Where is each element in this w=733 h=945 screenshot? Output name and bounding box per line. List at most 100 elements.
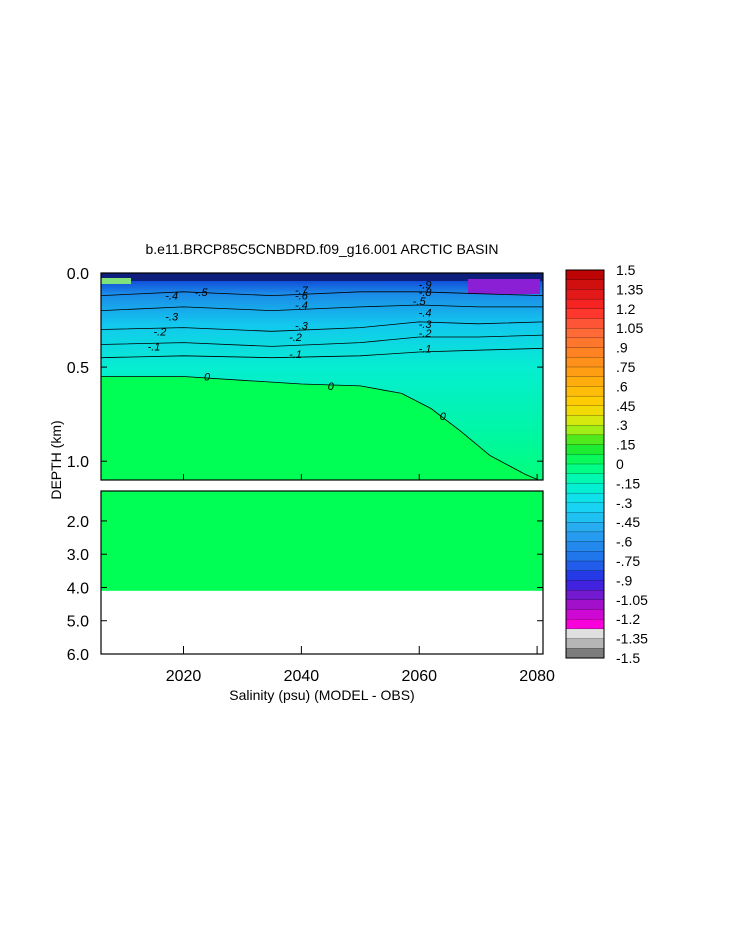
contour-lines [101, 291, 543, 480]
contour-label: -.4 [419, 308, 432, 320]
contour-label: -.2 [153, 326, 166, 338]
colorbar-tick-label: -.9 [616, 572, 633, 588]
upper-x-ticks [183, 474, 538, 480]
contour-label: -.2 [289, 332, 302, 344]
contour-label: 0 [328, 381, 335, 393]
colorbar-tick-label: .6 [616, 378, 628, 394]
colorbar-tick-label: -.3 [616, 495, 633, 511]
colorbar-bin [565, 386, 605, 397]
colorbar-tick-label: -1.35 [616, 631, 648, 647]
colorbar-bin [565, 483, 605, 494]
lower-panel-frame [100, 490, 544, 655]
lower-panel-field [101, 491, 543, 591]
colorbar-tick-label: 1.05 [616, 320, 643, 336]
colorbar-bin [565, 463, 605, 475]
colorbar-tick-label: .15 [616, 437, 636, 453]
colorbar-bin [565, 512, 605, 523]
colorbar-bin [565, 366, 605, 378]
colorbar-bin [565, 570, 605, 581]
colorbar-tick-label: .3 [616, 417, 628, 433]
colorbar-bin [565, 454, 605, 465]
colorbar-bins [565, 269, 605, 659]
contour-label: -.1 [148, 341, 161, 353]
contour-label: -.3 [419, 319, 433, 331]
colorbar-tick-label: .75 [616, 359, 636, 375]
colorbar-tick-label: -1.5 [616, 650, 640, 666]
contour-label: -.7 [295, 285, 309, 297]
colorbar-bin [565, 279, 605, 290]
contour-label: -.6 [295, 291, 309, 303]
contour-line [101, 304, 543, 312]
colorbar-bin [565, 434, 605, 446]
contour-label: -.1 [419, 343, 432, 355]
x-axis-label: Salinity (psu) (MODEL - OBS) [229, 687, 414, 703]
y-tick-label: 1.0 [67, 454, 89, 471]
colorbar-bin [565, 560, 605, 572]
colorbar-tick-label: .9 [616, 340, 628, 356]
colorbar-tick-label: .45 [616, 398, 636, 414]
lower-y-axis: 2.0 3.0 4.0 5.0 6.0 [67, 514, 543, 664]
colorbar-tick-label: 1.2 [616, 301, 636, 317]
colorbar-tick-label: -1.2 [616, 611, 640, 627]
surface-green-patch [101, 278, 131, 284]
colorbar: 1.5 1.35 1.2 1.05 .9 .75 .6 .45 .3 .15 0 -.15 -.3 -.4… [565, 262, 648, 666]
contour-label: -.3 [295, 321, 309, 333]
colorbar-frame [565, 269, 605, 659]
colorbar-tick-label: 0 [616, 456, 624, 472]
x-tick-label: 2040 [284, 668, 320, 685]
y-tick-label: 4.0 [67, 580, 89, 597]
x-tick-label: 2080 [519, 668, 555, 685]
colorbar-tick-label: -.75 [616, 553, 640, 569]
colorbar-bin [565, 473, 605, 484]
upper-panel-frame [100, 272, 544, 481]
surface-dark-band [101, 273, 543, 281]
contour-label: -.5 [195, 287, 209, 299]
colorbar-bin [565, 492, 605, 504]
colorbar-bin [565, 337, 605, 349]
colorbar-bin [565, 298, 605, 310]
colorbar-bin [565, 502, 605, 514]
colorbar-bin [565, 609, 605, 620]
colorbar-bin [565, 405, 605, 417]
colorbar-bin [565, 522, 605, 533]
colorbar-bin [565, 648, 605, 659]
contour-line [101, 347, 543, 359]
y-tick-label: 2.0 [67, 514, 89, 531]
colorbar-bin [565, 551, 605, 562]
contour-label: -.8 [419, 287, 433, 299]
colorbar-bin [565, 531, 605, 543]
colorbar-tick-label: -.45 [616, 514, 640, 530]
colorbar-bin [565, 269, 605, 281]
contour-label: -.2 [419, 328, 432, 340]
colorbar-bin [565, 289, 605, 300]
colorbar-labels: 1.5 1.35 1.2 1.05 .9 .75 .6 .45 .3 .15 0 -.15 -.3 -.4… [616, 262, 648, 666]
y-tick-label: 6.0 [67, 647, 89, 664]
colorbar-bin [565, 628, 605, 640]
colorbar-tick-label: -.6 [616, 534, 633, 550]
contour-line [101, 321, 543, 332]
colorbar-bin [565, 308, 605, 320]
y-tick-label: 5.0 [67, 614, 89, 631]
surface-magenta-patch [468, 279, 540, 294]
colorbar-bin [565, 425, 605, 436]
colorbar-bin [565, 376, 605, 387]
contour-line [101, 291, 543, 297]
colorbar-tick-label: -1.05 [616, 592, 648, 608]
x-tick-label: 2020 [166, 668, 202, 685]
contour-label: -.4 [295, 300, 308, 312]
contour-label: 0 [440, 411, 447, 423]
colorbar-bin [565, 619, 605, 630]
x-tick-label: 2060 [401, 668, 437, 685]
colorbar-bin [565, 347, 605, 358]
colorbar-bin [565, 589, 605, 601]
colorbar-tick-label: -.15 [616, 475, 640, 491]
contour-label: -.1 [289, 349, 302, 361]
colorbar-bin [565, 328, 605, 339]
chart-title: b.e11.BRCP85C5CNBDRD.f09_g16.001 ARCTIC … [145, 241, 498, 257]
colorbar-bin [565, 415, 605, 426]
colorbar-bin [565, 357, 605, 368]
y-tick-label: 3.0 [67, 547, 89, 564]
colorbar-bin [565, 580, 605, 591]
upper-y-axis: 0.0 0.5 1.0 [67, 266, 543, 471]
